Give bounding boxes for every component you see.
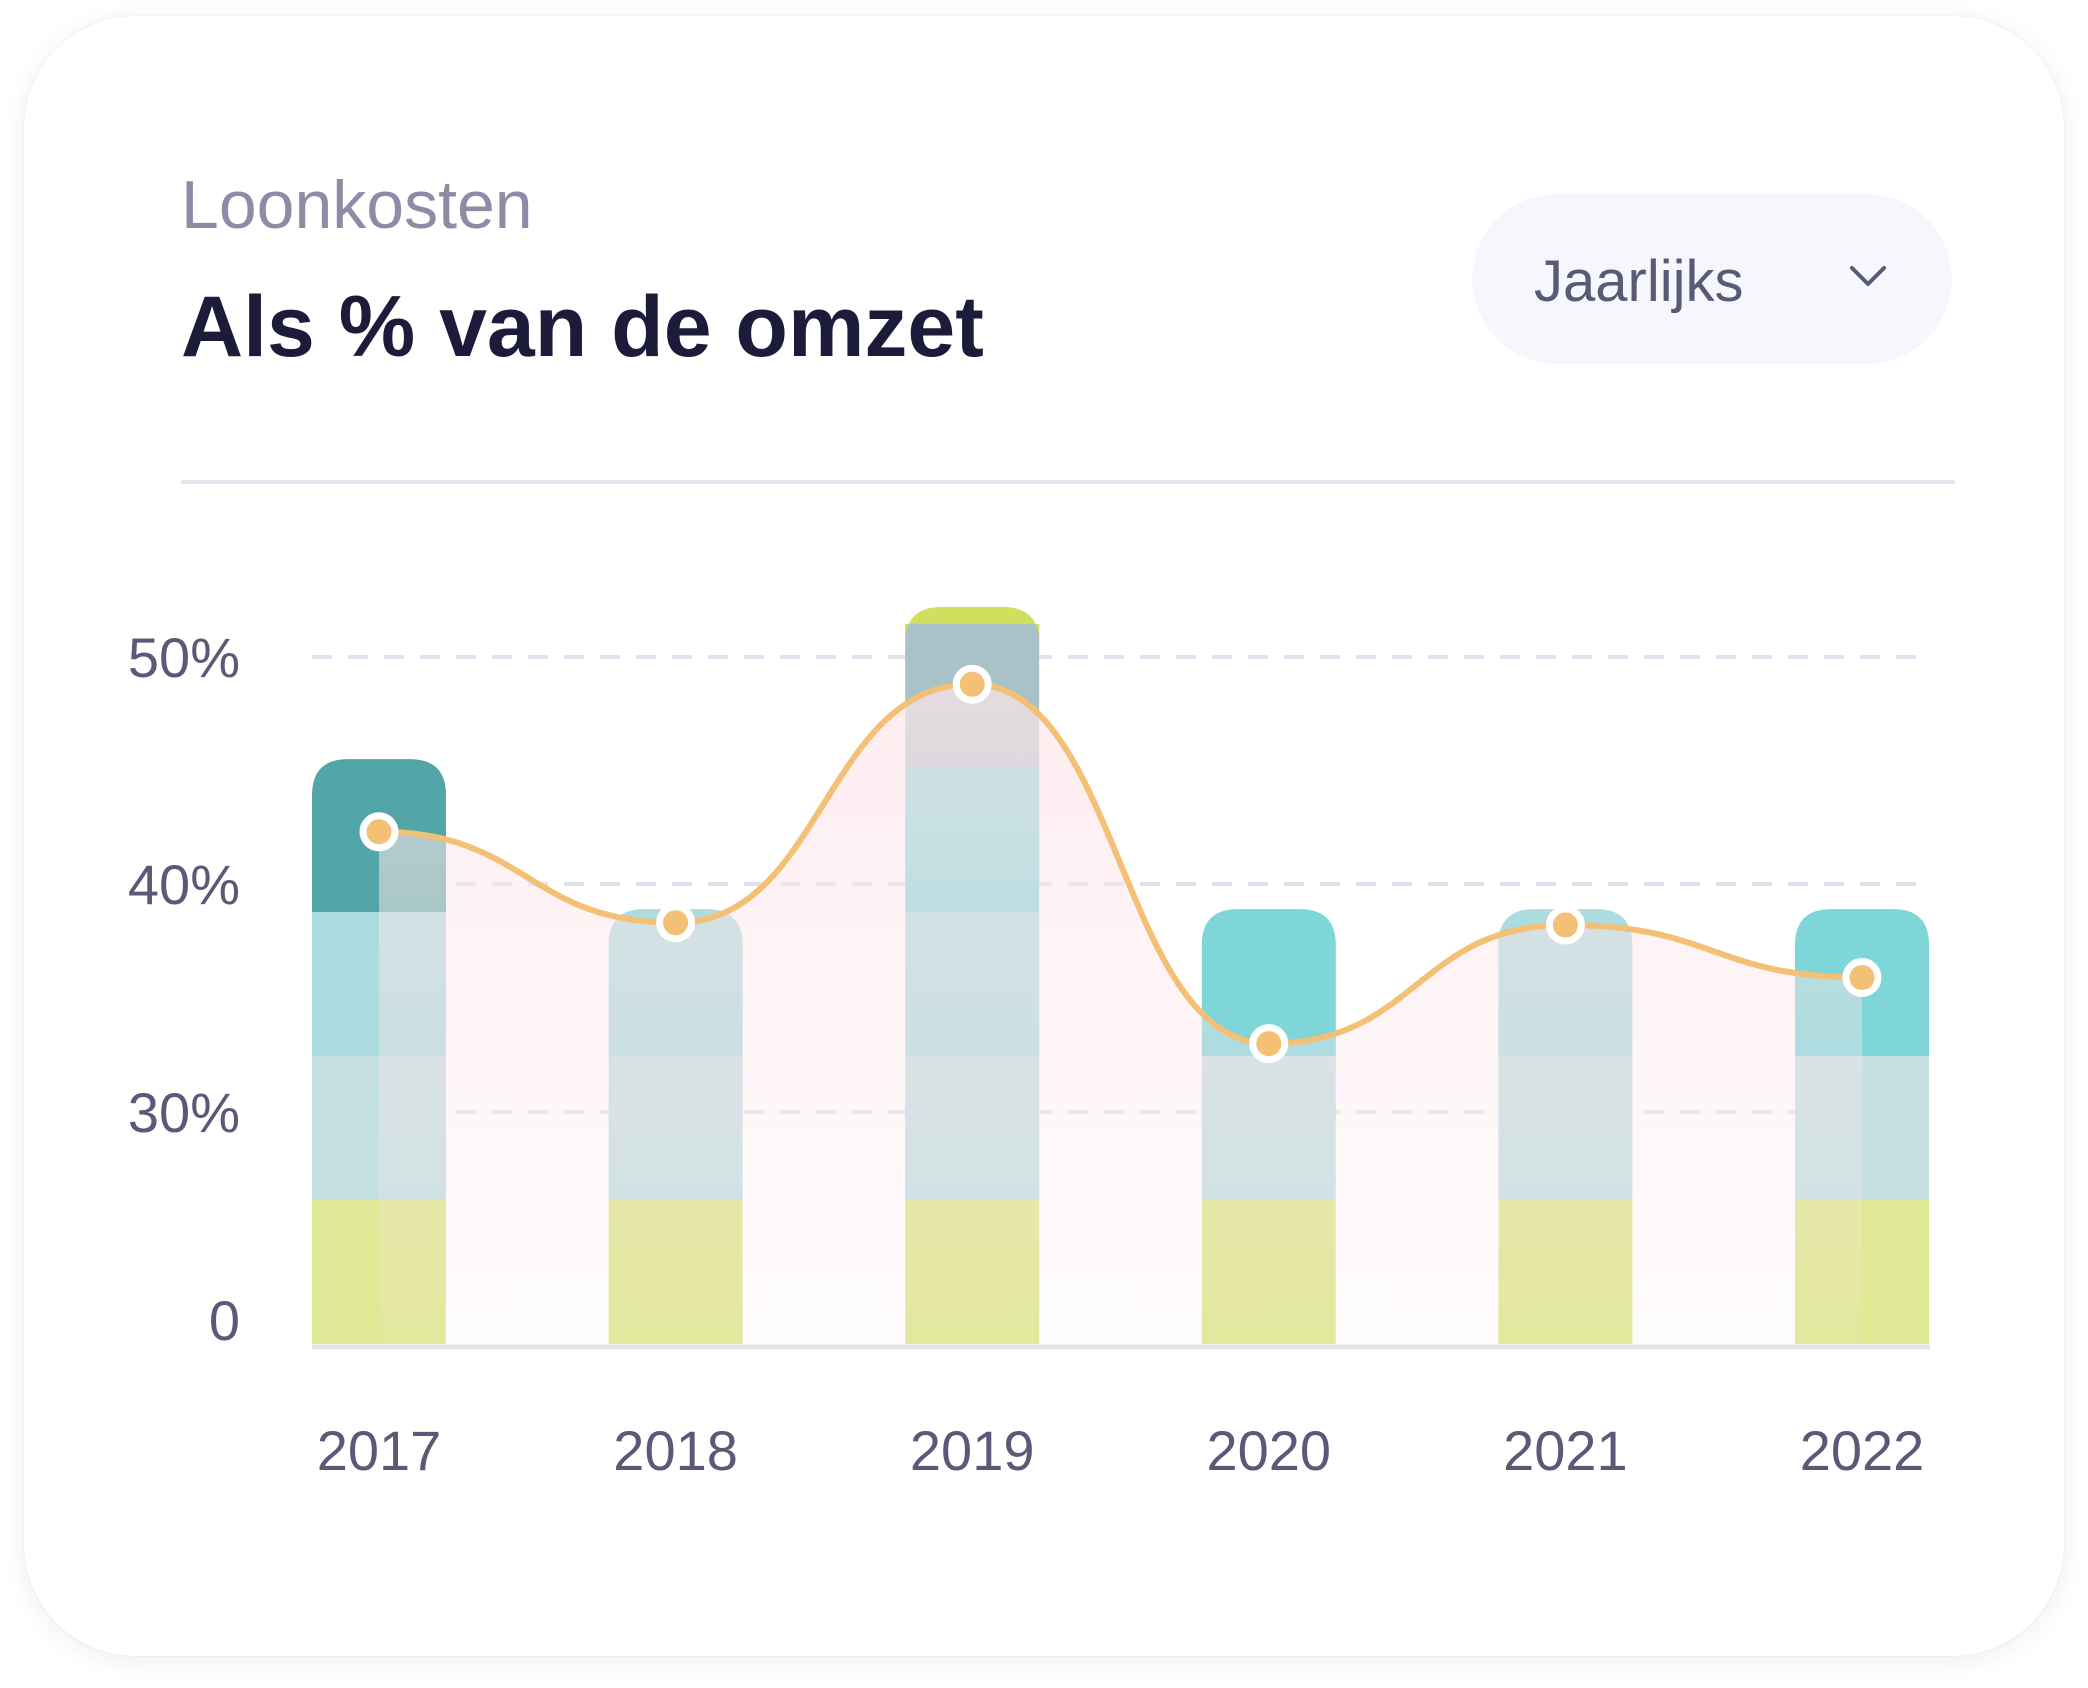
bar-segment [905,607,1040,644]
chevron-down-icon[interactable] [1846,254,1890,298]
x-tick-label: 2017 [317,1419,442,1482]
line-point-2020 [1249,1024,1289,1064]
x-tick-label: 2020 [1207,1419,1332,1482]
y-tick-label: 40% [128,853,240,916]
y-tick-label: 50% [128,626,240,689]
line-area-fill [379,684,1862,1344]
period-dropdown[interactable]: Jaarlijks [1472,194,1952,364]
bar-segment [1201,909,1336,1056]
header-divider [181,480,1955,484]
line-point-2019 [952,664,992,704]
card-title: Als % van de omzet [181,279,984,375]
line-point-2022 [1842,957,1882,997]
x-tick-label: 2018 [613,1419,738,1482]
line-point-2021 [1545,905,1585,945]
card-subtitle: Loonkosten [181,167,533,243]
line-point-2018 [656,903,696,943]
x-tick-label: 2019 [910,1419,1035,1482]
y-tick-label: 0 [209,1289,240,1352]
y-tick-label: 30% [128,1081,240,1144]
x-tick-label: 2021 [1503,1419,1628,1482]
line-point-2017 [359,812,399,852]
x-tick-label: 2022 [1800,1419,1925,1482]
period-dropdown-label: Jaarlijks [1534,249,1744,314]
